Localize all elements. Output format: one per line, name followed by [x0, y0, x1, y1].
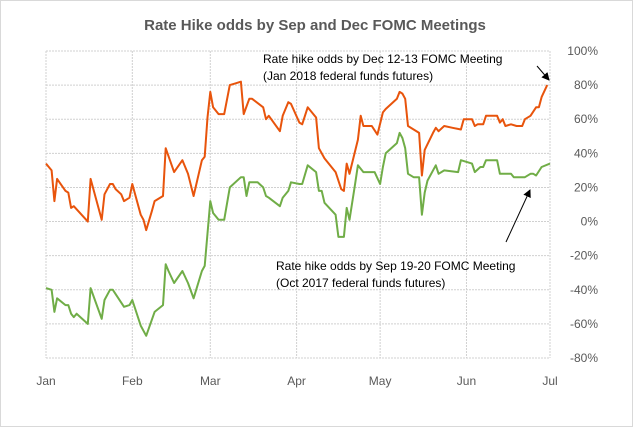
y-tick-label: -20% [570, 249, 598, 263]
y-tick-label: 100% [567, 44, 598, 58]
dec-annotation-arrow [536, 65, 550, 81]
chart-title: Rate Hike odds by Sep and Dec FOMC Meeti… [144, 17, 486, 34]
y-tick-label: -80% [570, 351, 598, 365]
x-axis-ticks: Jan Feb Mar Apr May Jun Jul [36, 374, 557, 388]
y-tick-label: 60% [574, 112, 598, 126]
dec-annotation-line1: Rate hike odds by Dec 12-13 FOMC Meeting [263, 52, 502, 66]
y-tick-label: 40% [574, 146, 598, 160]
x-tick-label: Mar [200, 374, 221, 388]
sep-annotation-line2: (Oct 2017 federal funds futures) [276, 276, 445, 290]
y-tick-label: 80% [574, 78, 598, 92]
series-line-sep [45, 131, 551, 337]
series-lines [45, 80, 551, 337]
x-tick-label: May [369, 374, 392, 388]
series-line-dec [45, 80, 549, 232]
y-tick-label: 0% [581, 215, 599, 229]
y-axis-ticks: 100% 80% 60% 40% 20% 0% -20% -40% -60% -80% [567, 44, 598, 365]
dec-annotation-line2: (Jan 2018 federal funds futures) [263, 69, 433, 83]
gridlines [45, 50, 551, 359]
x-tick-label: Jul [542, 374, 557, 388]
sep-annotation-arrow [505, 189, 531, 243]
y-tick-label: -40% [570, 283, 598, 297]
sep-annotation-line1: Rate hike odds by Sep 19-20 FOMC Meeting [276, 259, 515, 273]
y-tick-label: 20% [574, 180, 598, 194]
x-tick-label: Feb [122, 374, 143, 388]
x-tick-label: Apr [287, 374, 306, 388]
x-tick-label: Jun [457, 374, 476, 388]
x-tick-label: Jan [36, 374, 55, 388]
y-tick-label: -60% [570, 317, 598, 331]
